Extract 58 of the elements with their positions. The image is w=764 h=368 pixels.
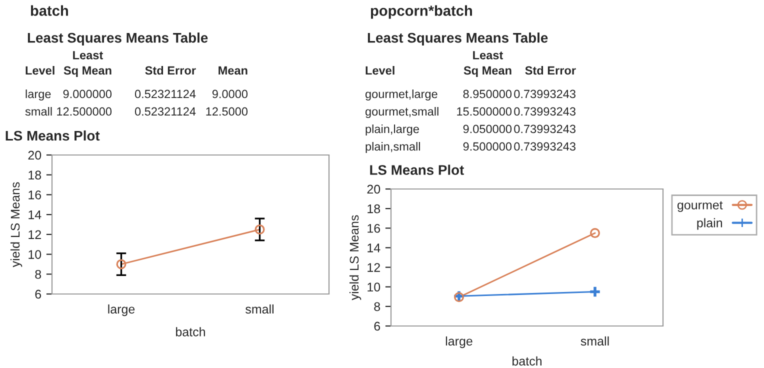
text: popcorn*batch	[370, 5, 472, 19]
category-label: Std Error	[145, 66, 196, 75]
y-tick-label: 18	[368, 204, 380, 214]
text: 12.500000	[57, 107, 112, 116]
point	[454, 292, 464, 302]
text: Least Squares Means Table	[368, 32, 548, 46]
category-label: Level	[366, 66, 394, 75]
y-tick-label: 10	[28, 250, 42, 259]
text: large	[26, 90, 51, 101]
x-axis-title: batch	[176, 327, 205, 336]
y-tick-label: 12	[28, 230, 41, 239]
text: 0.73993243	[514, 90, 576, 98]
text: 9.0000	[212, 90, 248, 98]
y-axis-title: yield LS Means	[349, 215, 362, 300]
text: 0.73993243	[514, 107, 576, 116]
y-tick-label: 12	[368, 263, 380, 272]
y-tick-label: 16	[28, 190, 42, 200]
category-label: Mean	[218, 66, 248, 75]
y-tick-label: 8	[35, 270, 42, 279]
y-tick-label: 20	[367, 184, 380, 194]
y-tick-label: 8	[374, 302, 380, 312]
y-tick-label: 20	[28, 150, 42, 160]
category-label: Std Error	[525, 66, 576, 75]
text: 9.500000	[463, 142, 512, 151]
chart-title: LS Means Plot	[6, 130, 100, 141]
text: 8.950000	[463, 90, 512, 98]
y-tick-label: 16	[368, 224, 380, 233]
point	[588, 286, 602, 298]
text: 9.000000	[63, 90, 112, 98]
legend-label: plain	[697, 218, 722, 230]
point	[590, 228, 600, 238]
text: 0.52321124	[134, 107, 196, 116]
text: gourmet,small	[365, 107, 438, 118]
text: plain,small	[366, 142, 420, 154]
y-tick-label: 6	[374, 322, 380, 331]
text: Least Squares Means Table	[28, 32, 208, 46]
text: gourmet,large	[365, 90, 438, 101]
text: batch	[30, 5, 68, 16]
y-tick-label: 18	[28, 170, 42, 180]
text: plain,large	[366, 124, 419, 136]
chart-title: LS Means Plot	[370, 164, 464, 175]
text: 9.050000	[463, 124, 512, 134]
category-label: Least Sq Mean	[64, 51, 112, 77]
text: 15.500000	[457, 107, 512, 116]
y-tick-label: 14	[368, 244, 380, 252]
y-tick-label: 10	[368, 282, 380, 292]
y-tick-label: 14	[28, 210, 42, 220]
text: 0.73993243	[514, 124, 576, 134]
y-tick-label: 6	[35, 290, 42, 299]
legend-label: gourmet	[677, 201, 723, 212]
text: 12.5000	[206, 107, 248, 116]
text: 0.73993243	[514, 142, 576, 151]
y-axis-title: yield LS Means	[10, 182, 22, 268]
text: 0.52321124	[134, 90, 196, 98]
category-label: Least Sq Mean	[464, 51, 512, 77]
category-label: Level	[26, 66, 54, 75]
text: small	[25, 107, 52, 116]
x-axis-title: batch	[512, 356, 542, 366]
